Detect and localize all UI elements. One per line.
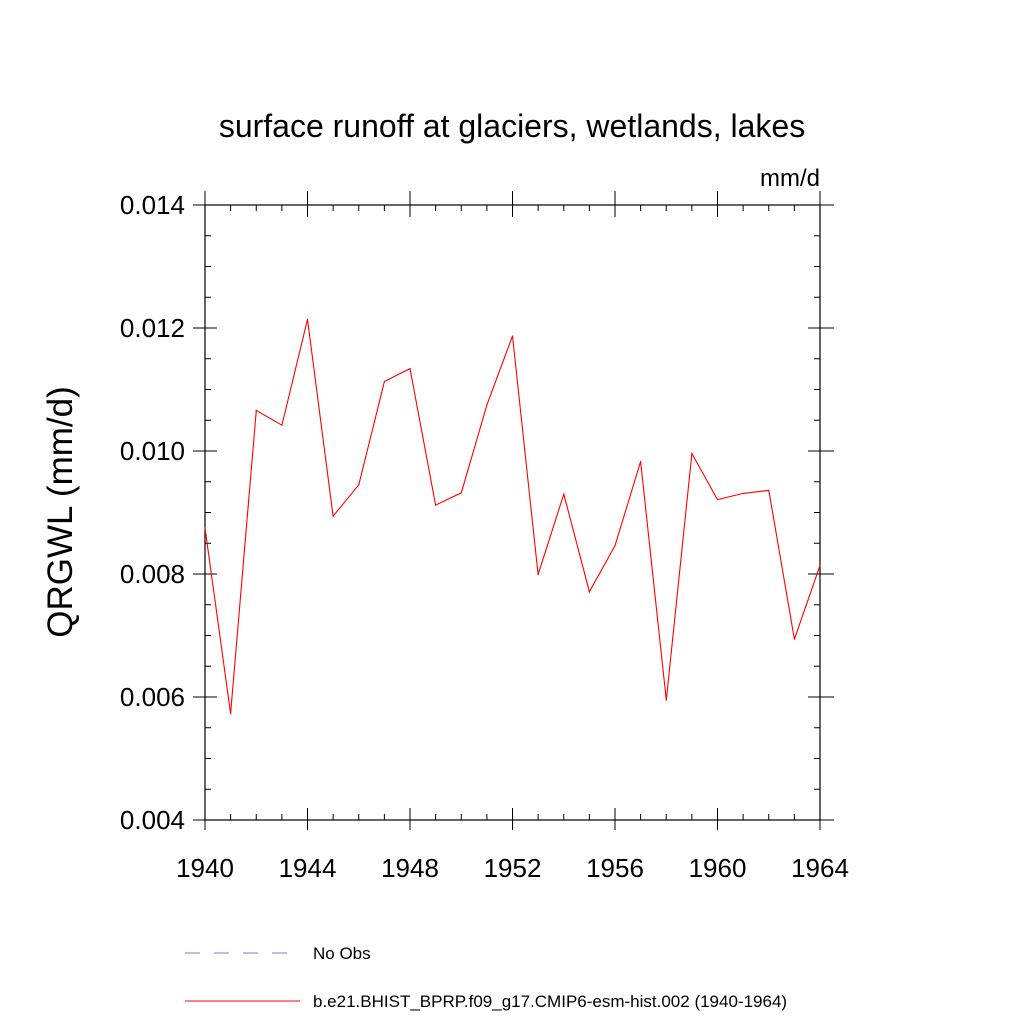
- data-point: [332, 515, 334, 517]
- data-point: [716, 498, 719, 501]
- units-label: mm/d: [760, 165, 820, 192]
- data-point: [537, 574, 539, 576]
- data-point: [511, 335, 514, 337]
- data-point: [768, 489, 770, 491]
- plot-frame: [204, 204, 821, 821]
- data-point: [435, 504, 437, 506]
- x-tick-label: 1940: [176, 853, 234, 883]
- data-point: [665, 699, 667, 701]
- data-point: [358, 484, 360, 486]
- data-point: [486, 404, 488, 406]
- data-point: [230, 713, 232, 715]
- y-axis-label: QRGWL (mm/d): [41, 386, 80, 637]
- x-tick-label: 1964: [791, 853, 849, 883]
- data-point: [255, 409, 257, 412]
- data-point: [383, 380, 385, 383]
- legend-label: No Obs: [313, 944, 371, 963]
- data-point: [614, 545, 616, 547]
- data-point: [691, 452, 693, 455]
- legend: No Obs b.e21.BHIST_BPRP.f09_g17.CMIP6-esm…: [185, 944, 787, 1011]
- data-point: [742, 492, 744, 495]
- data-point: [204, 527, 206, 529]
- legend-label: b.e21.BHIST_BPRP.f09_g17.CMIP6-esm-hist.…: [313, 992, 787, 1011]
- data-point: [460, 492, 462, 494]
- x-tick-label: 1960: [689, 853, 747, 883]
- data-point: [306, 318, 309, 320]
- plot-area: [204, 318, 821, 715]
- axes: 1940 1944 1948 1952 1956 1960 1964 0.004 0.006 0.…: [120, 190, 849, 883]
- data-point: [819, 564, 821, 566]
- chart-title: surface runoff at glaciers, wetlands, la…: [219, 108, 805, 144]
- y-tick-label: 0.008: [120, 559, 185, 589]
- y-tick-label: 0.006: [120, 682, 185, 712]
- data-point: [793, 638, 795, 640]
- x-tick-label: 1952: [484, 853, 542, 883]
- series-line: [204, 319, 821, 714]
- x-tick-label: 1948: [381, 853, 439, 883]
- data-point: [563, 493, 565, 495]
- data-point: [640, 460, 642, 463]
- x-tick-label: 1944: [279, 853, 337, 883]
- data-point: [281, 424, 283, 426]
- y-tick-label: 0.014: [120, 190, 185, 220]
- y-tick-label: 0.004: [120, 805, 185, 835]
- y-tick-label: 0.010: [120, 436, 185, 466]
- data-point: [588, 591, 590, 593]
- data-point: [409, 367, 411, 370]
- y-tick-label: 0.012: [120, 313, 185, 343]
- x-tick-label: 1956: [586, 853, 644, 883]
